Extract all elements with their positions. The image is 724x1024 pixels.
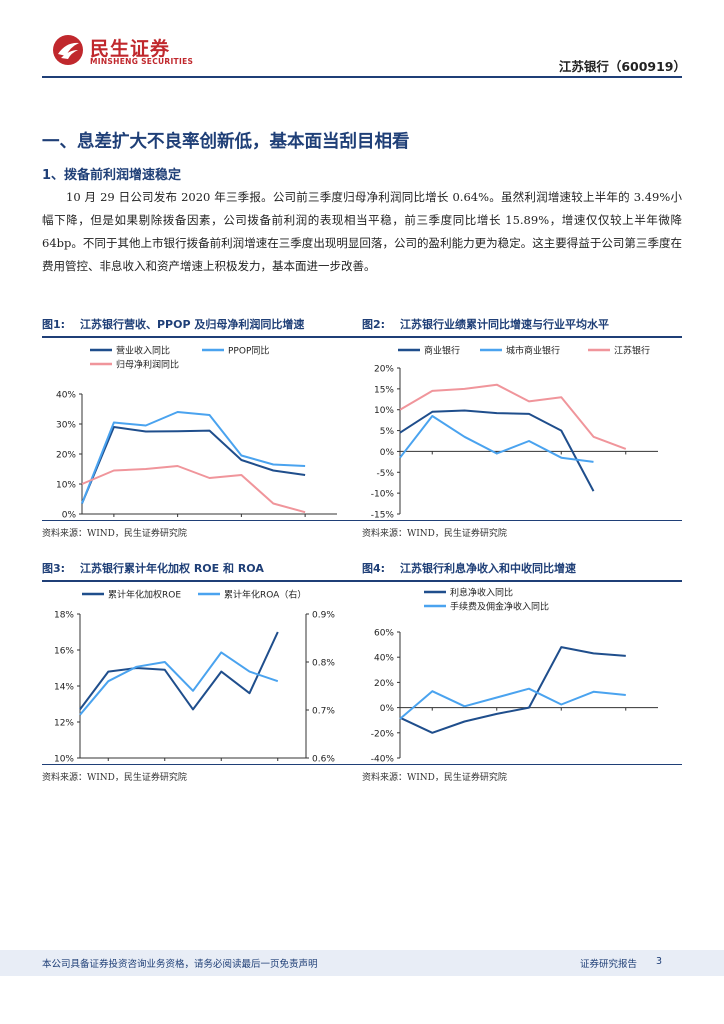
subsection-title: 1、拨备前利润增速稳定 <box>42 168 182 183</box>
y-tick-label: 40% <box>56 391 76 401</box>
legend-label: 城市商业银行 <box>506 345 560 357</box>
y-tick-label: 0% <box>380 448 395 458</box>
series-line-1 <box>399 409 595 492</box>
y-tick-label: 10% <box>54 755 74 763</box>
series-line-3 <box>399 383 627 450</box>
figure-source: 资料来源：WIND，民生证券研究院 <box>42 773 187 783</box>
y-tick-label: 0% <box>62 511 77 519</box>
figure-caption: 江苏银行累计年化加权 ROE 和 ROA <box>80 562 264 575</box>
chart-1: 0%10%20%30%40%2018-122019-062019-122020-… <box>56 345 337 519</box>
legend-label: 商业银行 <box>424 345 460 357</box>
footer-bar <box>0 950 724 976</box>
legend-label: 江苏银行 <box>614 345 650 357</box>
y-tick-label: 30% <box>56 421 76 431</box>
chart-4: -40%-20%0%20%40%60%2018-122019-062019-12… <box>371 587 658 763</box>
y2-tick-label: 0.6% <box>312 755 335 763</box>
figure-title: 图3: 江苏银行累计年化加权 ROE 和 ROA <box>42 560 362 582</box>
minsheng-logo-icon <box>53 35 83 65</box>
y2-tick-label: 0.7% <box>312 707 335 717</box>
figure-source: 资料来源：WIND，民生证券研究院 <box>42 529 187 539</box>
figure-title: 图4: 江苏银行利息净收入和中收同比增速 <box>362 560 682 582</box>
y-tick-label: 12% <box>54 719 74 729</box>
logo-text-en: MINSHENG SECURITIES <box>90 57 194 66</box>
figure-number: 图2: <box>362 318 386 331</box>
body-paragraph: 10 月 29 日公司发布 2020 年三季报。公司前三季度归母净利润同比增长 … <box>42 190 682 273</box>
y-tick-label: -10% <box>371 490 395 500</box>
footer-report-type: 证券研究报告 <box>580 959 638 970</box>
y-tick-label: -5% <box>376 469 394 479</box>
figure-2: 图2: 江苏银行业绩累计同比增速与行业平均水平 -15% -10% -5% 0% 5% 10… <box>362 316 682 539</box>
y-tick-label: 20% <box>374 679 394 689</box>
legend-label: 归母净利润同比 <box>116 359 179 371</box>
y2-tick-label: 0.8% <box>312 659 335 669</box>
section-title: 一、息差扩大不良率创新低，基本面当刮目相看 <box>42 132 410 152</box>
legend-label: 累计年化ROA（右） <box>224 589 306 601</box>
legend-label: 累计年化加权ROE <box>108 589 181 601</box>
y-tick-label: -40% <box>371 755 395 763</box>
y-tick-label: 0% <box>380 704 395 714</box>
y-tick-label: 10% <box>56 481 76 491</box>
y-tick-label: -20% <box>371 729 395 739</box>
y-tick-label: 60% <box>374 629 394 639</box>
y-tick-label: 18% <box>54 611 74 621</box>
figure-source-divider <box>42 520 362 521</box>
chart-2: -15%-10%-5%0%5%10%15%20%2018-122019-0620… <box>371 345 658 519</box>
figure-3: 图3: 江苏银行累计年化加权 ROE 和 ROA 10% 12% 14% 16% 18% 0… <box>42 560 362 783</box>
series-line-2 <box>399 415 594 463</box>
figure-source-divider <box>362 520 682 521</box>
y-tick-label: 10% <box>374 406 394 416</box>
figure-title: 图2: 江苏银行业绩累计同比增速与行业平均水平 <box>362 316 682 338</box>
company-logo: 民生证券 MINSHENG SECURITIES <box>52 34 232 68</box>
footer-disclaimer: 本公司具备证券投资咨询业务资格，请务必阅读最后一页免责声明 <box>42 959 318 970</box>
series-line-3 <box>81 465 306 514</box>
chart-3: 10%12%14%16%18%0.6%0.7%0.8%0.9%2018-1220… <box>54 589 335 763</box>
figure-4: 图4:江苏银行利息净收入和中收同比增速 -40%-20%0%20%40%60%2… <box>362 560 682 783</box>
header-divider <box>42 76 682 78</box>
figure-1: 图1: 江苏银行营收、PPOP 及归母净利润同比增速 0% 10% 20% 30% 40%… <box>42 316 362 539</box>
y-tick-label: 20% <box>56 451 76 461</box>
figure-source-divider <box>362 764 682 765</box>
figure-number: 图1: <box>42 318 66 331</box>
y-tick-label: 15% <box>374 385 394 395</box>
figure-source: 资料来源：WIND，民生证券研究院 <box>362 529 507 539</box>
figure-source: 资料来源：WIND，民生证券研究院 <box>362 773 507 783</box>
legend-label: PPOP同比 <box>228 345 269 357</box>
legend-label: 营业收入同比 <box>116 345 170 357</box>
figure-source-divider <box>42 764 362 765</box>
y2-tick-label: 0.9% <box>312 611 335 621</box>
figure-caption: 江苏银行营收、PPOP 及归母净利润同比增速 <box>80 318 305 331</box>
y-tick-label: -15% <box>371 511 395 519</box>
figure-caption: 江苏银行利息净收入和中收同比增速 <box>400 562 576 575</box>
figure-title: 图1: 江苏银行营收、PPOP 及归母净利润同比增速 <box>42 316 362 338</box>
series-line-1 <box>79 631 279 711</box>
series-line-2 <box>79 651 279 716</box>
series-line-2 <box>399 687 626 720</box>
figure-caption: 江苏银行业绩累计同比增速与行业平均水平 <box>400 318 609 331</box>
y-tick-label: 14% <box>54 683 74 693</box>
series-line-1 <box>81 426 306 504</box>
legend-label: 利息净收入同比 <box>450 587 513 599</box>
series-line-1 <box>399 646 626 734</box>
series-line-2 <box>81 411 306 504</box>
y-tick-label: 16% <box>54 647 74 657</box>
legend-label: 手续费及佣金净收入同比 <box>450 601 549 613</box>
y-tick-label: 20% <box>374 365 394 375</box>
figure-number: 图3: <box>42 562 66 575</box>
figure-number: 图4: <box>362 562 386 575</box>
stock-name: 江苏银行（600919） <box>558 59 686 74</box>
logo-text-cn: 民生证券 <box>90 38 171 60</box>
page-number: 3 <box>656 956 663 967</box>
y-tick-label: 40% <box>374 654 394 664</box>
y-tick-label: 5% <box>380 427 395 437</box>
